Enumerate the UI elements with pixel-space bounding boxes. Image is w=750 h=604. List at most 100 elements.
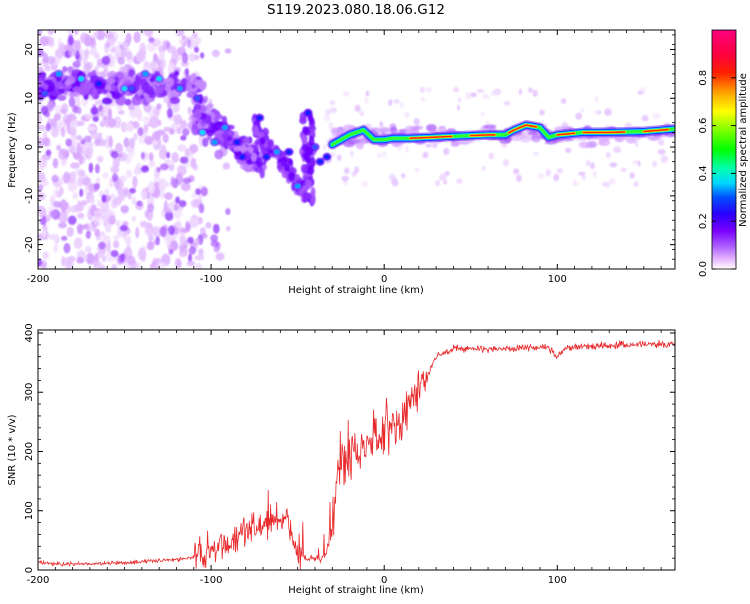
spectrogram-cell [443,148,449,155]
spectrogram-cell [36,114,42,125]
spectrogram-cell [48,234,57,240]
spectrogram-cell [175,196,180,203]
spectrogram-cell [155,86,163,94]
spectrogram-cell [504,101,511,106]
spectrogram-cell [337,155,342,162]
spectrogram-cell [76,257,84,264]
spectrogram-cell [620,168,626,172]
spectrogram-cell [47,101,54,111]
spectrogram-cell [212,140,218,145]
spectrogram-cell [138,248,147,261]
spectrogram-cell [658,139,664,146]
spectrogram-cell [234,140,240,145]
spectrogram-cell [330,107,337,113]
spectrogram-cell [156,76,162,81]
colorbar-label: Normalized spectral amplitude [738,73,749,227]
spectrogram-cell [170,97,180,104]
spectrogram-cell [652,161,657,167]
spectrogram-cell [147,203,154,212]
spectrogram-cell [142,190,146,199]
spectrogram-cell [137,127,143,136]
spectrogram-cell [274,149,280,154]
spectrogram-cell [123,137,129,147]
spectrogram-cell [126,245,131,255]
spectrogram-cell [488,153,494,160]
spectrogram-cell [157,167,161,172]
spectrogram-cell [78,170,85,177]
spectrogram-cell [40,218,45,225]
spectrogram-cell [200,52,204,58]
spectrogram-cell [166,42,170,48]
spectrogram-cell [166,208,171,213]
spectrogram-cell [42,262,47,269]
spectrogram-cell [59,187,63,195]
spectrogram-cell [43,137,50,143]
spectrogram-cell [143,124,148,133]
spectrogram-cell [42,91,48,96]
spectrogram-cell [131,96,142,106]
spectrogram-cell [138,50,147,56]
spectrogram-cell [420,87,425,93]
spectrogram-cell [48,37,54,47]
spectrogram-cell [267,139,272,150]
spectrogram-cell [188,107,192,115]
colorbar: 0.00.20.40.60.8 Normalized spectral ampl… [698,30,749,277]
spectrogram-cell [129,188,136,194]
spectrogram-cell [191,158,196,168]
spectrogram-cell [137,263,142,275]
spectrogram-cell [638,160,641,166]
spectrogram-cell [51,91,60,96]
snr-ytick-label: 100 [24,501,35,520]
spectrogram-cell [180,135,186,141]
spectrogram-cell [102,255,106,262]
spectrogram-cell [359,111,364,116]
spectrogram-cell [226,226,231,232]
spectrogram-cell [167,108,173,118]
spectrogram-cell [174,70,179,76]
spectrogram-cell [422,152,428,159]
spectrogram-cell [183,178,192,184]
spectrogram-ytick-label: -10 [24,188,35,204]
spectrogram-cell [63,243,70,254]
spectrogram-cell [125,236,131,247]
spectrogram-cell [330,100,335,105]
spectrogram-cell [86,231,91,239]
spectrogram-cell [546,169,552,176]
spectrogram-cell [66,77,75,84]
spectrogram-cell [77,107,82,114]
spectrogram-cell [41,106,48,115]
spectrogram-cell [481,112,485,117]
spectrogram-cell [156,103,161,109]
spectrogram-cell [75,51,80,60]
spectrogram-cell [484,125,496,129]
spectrogram-cell [194,255,204,260]
spectrogram-cell [203,96,208,102]
spectrogram-cell [288,159,292,165]
spectrogram-cell [256,157,263,168]
spectrogram-cell [389,174,396,182]
spectrogram-cell [573,180,576,185]
spectrogram-cell [243,137,249,146]
spectrogram-cell [170,176,174,186]
spectrogram-cell [63,172,71,184]
spectrogram-cell [51,175,58,183]
snr-ytick-label: 300 [24,383,35,402]
spectrogram-cell [185,221,190,231]
spectrogram-cell [410,126,423,130]
spectrogram-cell [561,98,566,104]
snr-ytick-label: 400 [24,323,35,342]
spectrogram-cell [302,126,308,134]
spectrogram-cell [365,97,369,104]
spectrogram-cell [97,200,101,207]
spectrogram-cell [177,86,183,91]
spectrogram-cell [595,96,599,102]
spectrogram-cell [77,224,83,234]
spectrogram-cell [482,166,486,171]
spectrogram-cell [66,138,73,146]
spectrogram-cell [661,155,669,163]
spectrogram-cell [470,92,477,97]
spectrogram-cell [61,236,67,241]
spectrogram-cell [148,181,155,193]
spectrogram-cell [190,79,199,84]
